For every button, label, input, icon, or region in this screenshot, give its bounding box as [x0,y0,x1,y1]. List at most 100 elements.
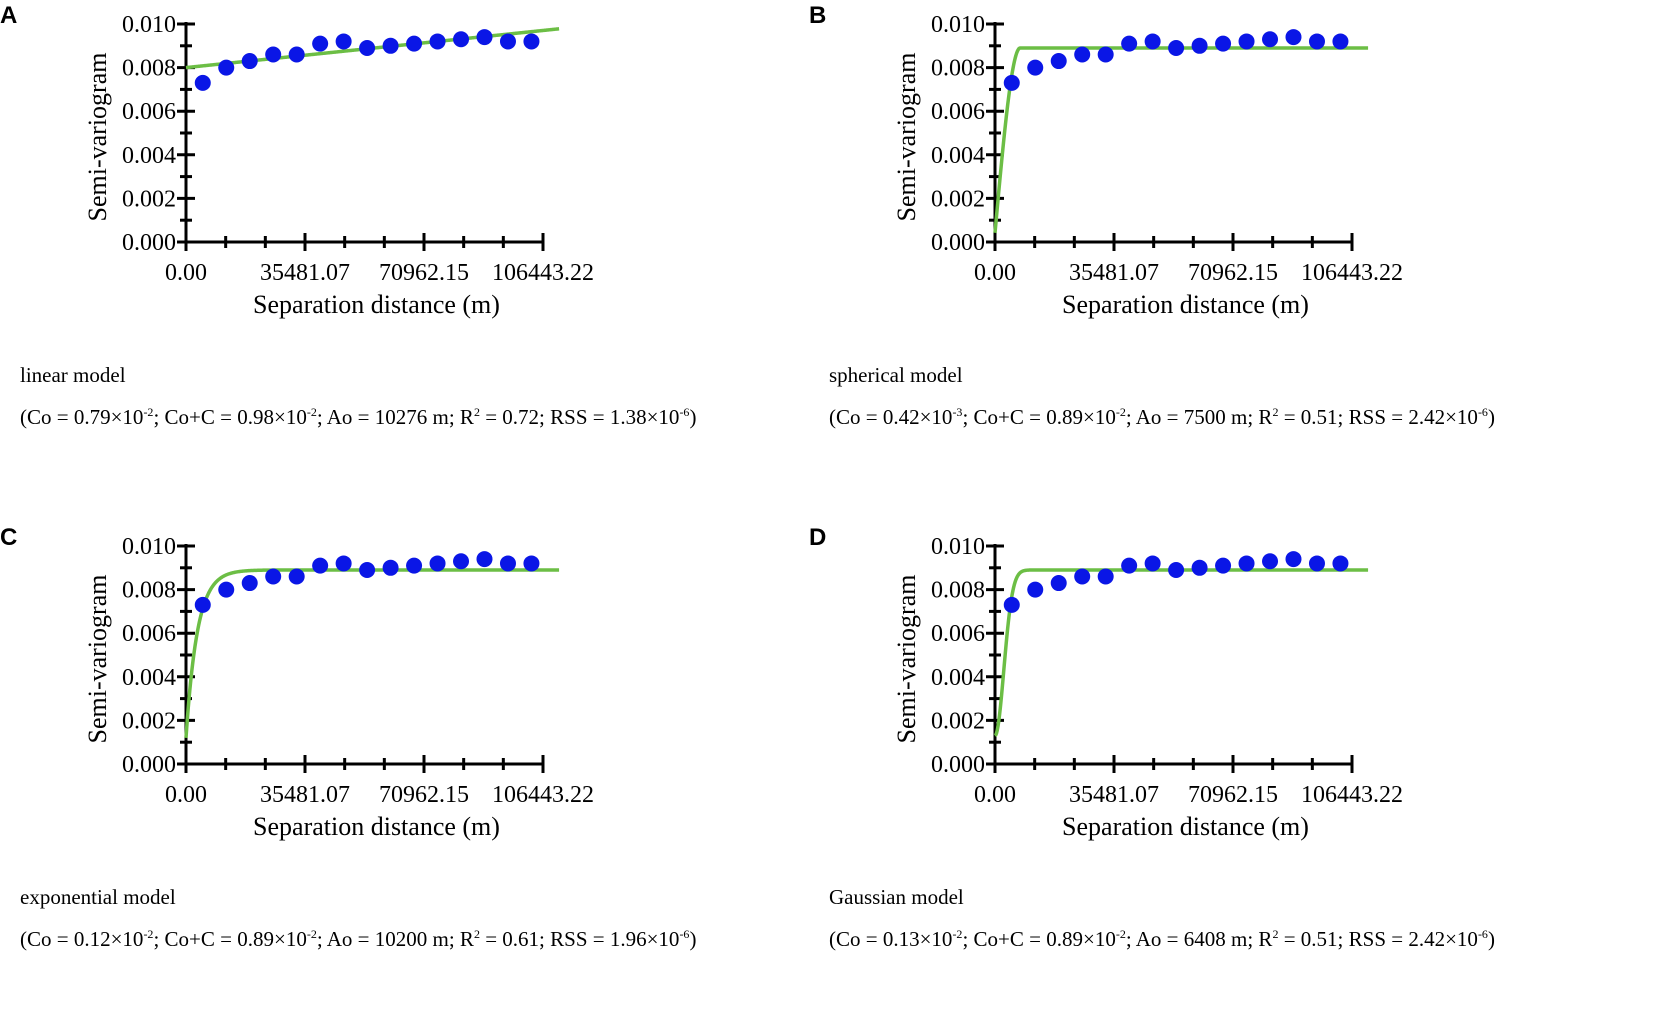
y-axis-title: Semi-variogram [892,53,921,222]
data-point [1191,37,1208,54]
data-point [1332,33,1349,50]
param-co-exp: -3 [952,405,963,419]
param-co-c-exp: -2 [1115,927,1126,941]
y-tick-label: 0.006 [122,99,176,125]
param-rss-exp: -6 [1477,927,1488,941]
data-point [1050,575,1067,592]
y-tick-label: 0.000 [122,752,176,778]
data-point [523,555,540,572]
data-point [453,553,470,570]
y-tick-label: 0.000 [122,230,176,256]
model-fit-line [184,568,561,738]
param-rss: 2.42 [1408,405,1446,429]
data-point [1121,557,1138,574]
param-co: 0.13 [882,927,920,951]
model-name: linear model [20,363,126,387]
param-co-c-exp: -2 [1115,405,1126,419]
model-name: spherical model [829,363,963,387]
model-parameters: (Co = 0.12×10-2; Co+C = 0.89×10-2; Ao = … [20,927,697,951]
param-rss-exp: -6 [1477,405,1488,419]
y-tick-label: 0.006 [931,99,985,125]
param-co: 0.42 [882,405,920,429]
param-co-exp: -2 [143,927,154,941]
y-tick-label: 0.008 [122,56,176,82]
data-point [1191,559,1208,576]
y-tick-label: 0.010 [122,534,176,560]
data-point [312,35,329,52]
data-point [218,59,235,76]
param-co-c-exp: -2 [306,927,317,941]
y-axis-title: Semi-variogram [83,53,112,222]
data-point [1097,568,1114,585]
x-tick-label: 35481.07 [260,260,350,286]
data-point [335,33,352,50]
y-tick-label: 0.000 [931,230,985,256]
data-point [1027,581,1044,598]
data-point [1285,551,1302,568]
data-point [288,568,305,585]
data-point [241,53,258,70]
data-point [1215,557,1232,574]
data-point [1074,46,1091,63]
y-tick-label: 0.008 [931,56,985,82]
y-tick-label: 0.006 [931,621,985,647]
data-point [1308,555,1325,572]
data-point [241,575,258,592]
data-point [523,33,540,50]
param-ao: 10276 [374,405,428,429]
panel-b: B 0.000 0.002 0.004 0.006 0.008 0.010 0.00 3548… [809,0,1666,502]
data-point [1168,561,1185,578]
data-point [312,557,329,574]
panel-c: C 0.000 0.002 0.004 0.006 0.008 0.010 0.00 3548… [0,522,833,1024]
data-point [476,551,493,568]
model-fit-line [993,46,1370,233]
param-rss: 1.96 [609,927,647,951]
param-rss-exp: -6 [679,405,690,419]
param-rss: 2.42 [1408,927,1446,951]
x-tick-label: 106443.22 [1301,782,1403,808]
x-tick-label: 35481.07 [260,782,350,808]
y-tick-label: 0.004 [931,665,985,691]
panel-a: A 0.000 0.002 0.004 0.006 0.008 0.010 0.00 3548… [0,0,833,502]
data-point [218,581,235,598]
data-point [265,46,282,63]
param-co-c: 0.98 [237,405,274,429]
data-point [406,35,423,52]
model-fit-line [993,568,1370,738]
data-point [1144,555,1161,572]
param-ao: 7500 [1183,405,1226,429]
x-tick-label: 106443.22 [492,782,594,808]
y-axis-title: Semi-variogram [83,575,112,744]
variogram-plot: 0.000 0.002 0.004 0.006 0.008 0.010 0.00 35481.… [892,12,1403,319]
y-tick-label: 0.010 [122,12,176,38]
panel-letter: A [0,2,18,29]
data-point [406,557,423,574]
model-parameters: (Co = 0.42×10-3; Co+C = 0.89×10-2; Ao = … [829,405,1495,429]
data-point [1238,33,1255,50]
y-tick-label: 0.000 [931,752,985,778]
param-co-c: 0.89 [1046,405,1083,429]
x-tick-label: 70962.15 [1188,260,1278,286]
variogram-plot: 0.000 0.002 0.004 0.006 0.008 0.010 0.00 35481.… [83,534,594,841]
data-point [1003,74,1020,91]
data-point [1003,596,1020,613]
data-point [359,561,376,578]
x-tick-label: 70962.15 [379,260,469,286]
variogram-plot: 0.000 0.002 0.004 0.006 0.008 0.010 0.00 35481.… [83,12,594,319]
model-parameters: (Co = 0.79×10-2; Co+C = 0.98×10-2; Ao = … [20,405,697,429]
data-point [1332,555,1349,572]
param-r2: 0.72 [502,405,540,429]
x-axis-title: Separation distance (m) [253,812,500,841]
y-tick-label: 0.010 [931,534,985,560]
param-co-c: 0.89 [1046,927,1083,951]
y-tick-label: 0.002 [122,186,176,212]
x-axis-title: Separation distance (m) [1062,290,1309,319]
x-tick-label: 106443.22 [1301,260,1403,286]
param-co-exp: -2 [143,405,154,419]
y-tick-label: 0.008 [122,578,176,604]
y-tick-label: 0.004 [122,143,176,169]
param-co-c: 0.89 [237,927,274,951]
data-point [429,555,446,572]
x-tick-label: 70962.15 [379,782,469,808]
x-tick-label: 106443.22 [492,260,594,286]
